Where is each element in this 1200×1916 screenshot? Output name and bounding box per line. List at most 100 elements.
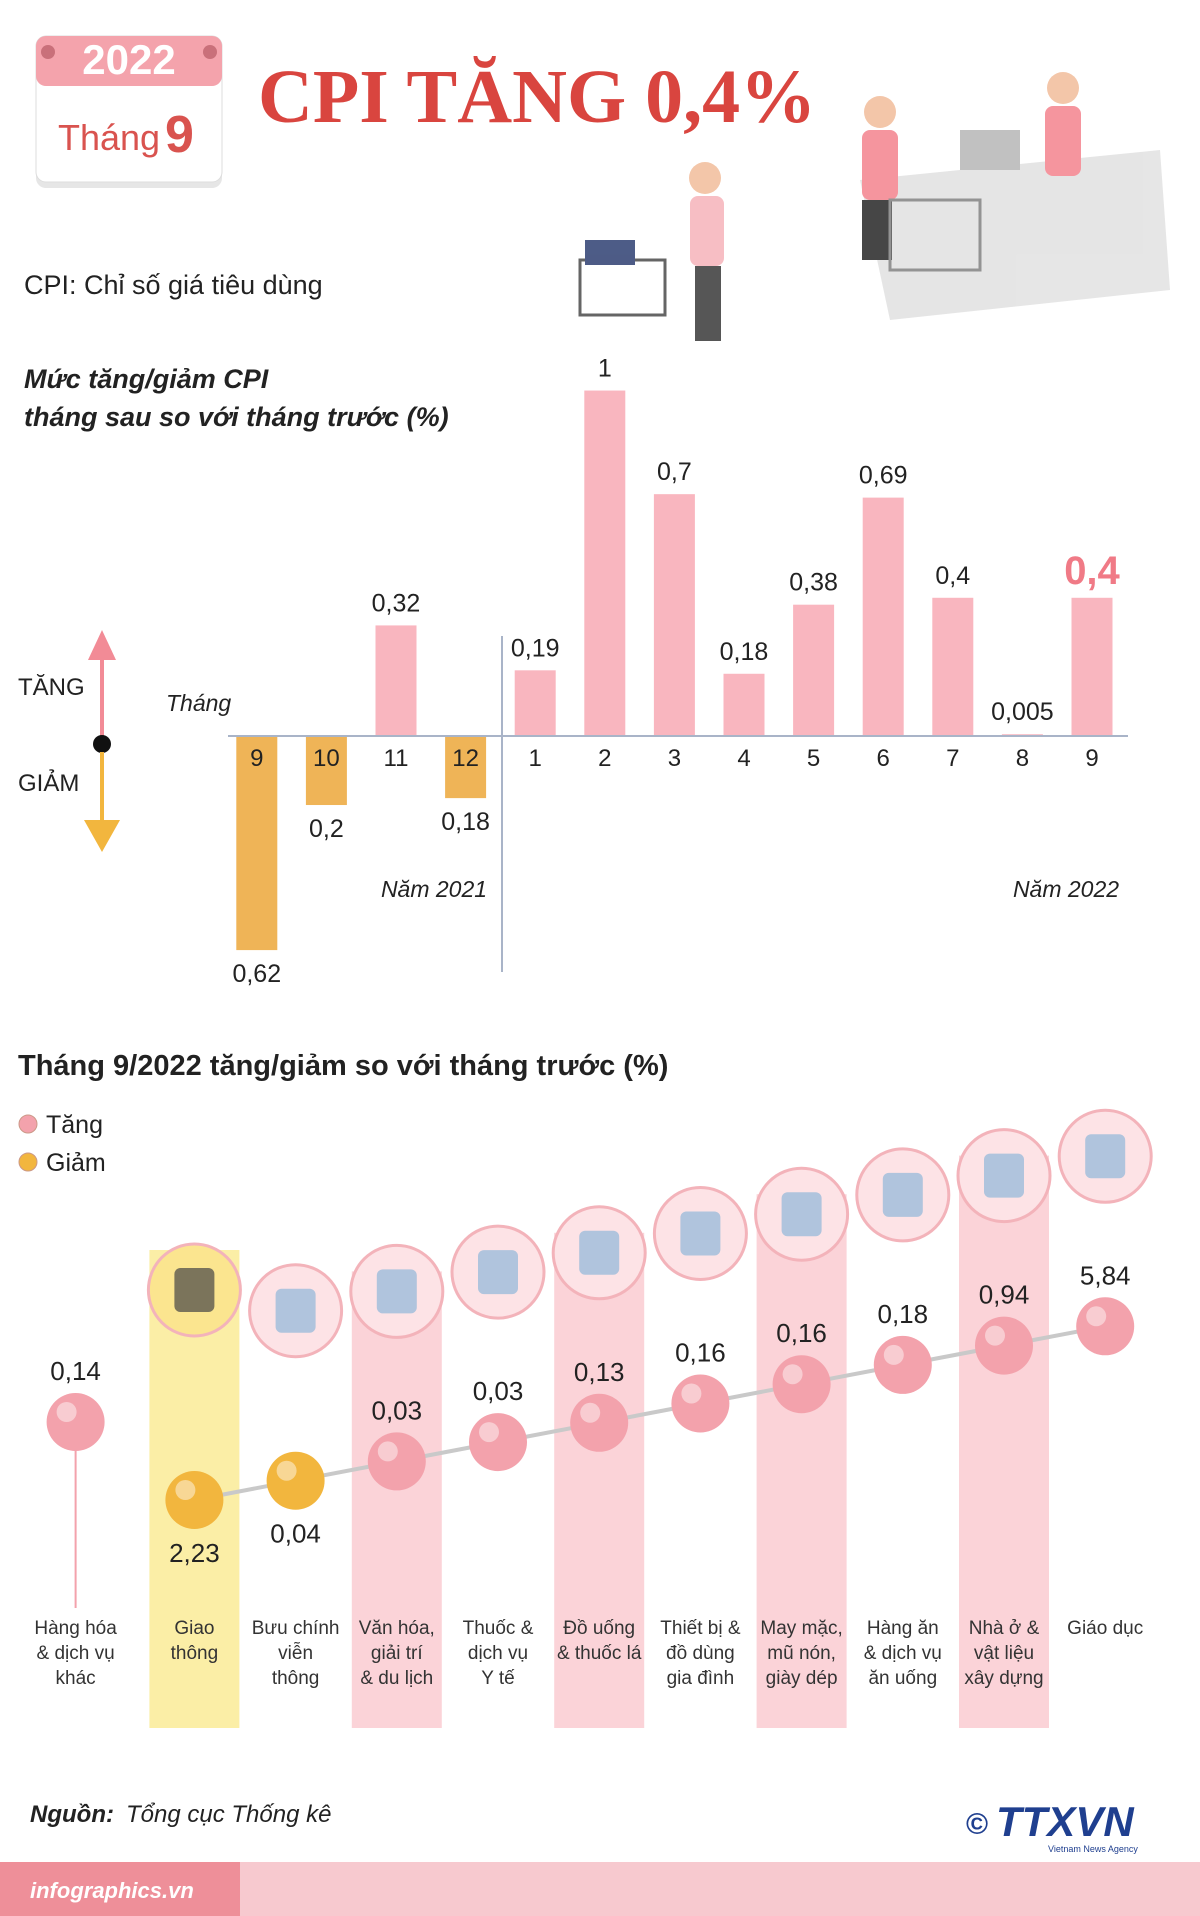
x-tick-label: 5 bbox=[807, 745, 820, 772]
category-label: ăn uống bbox=[868, 1668, 937, 1689]
category-label: Bưu chính bbox=[252, 1618, 340, 1639]
x-tick-label: 1 bbox=[529, 745, 542, 772]
chart-title: Tháng 9/2022 tăng/giảm so với tháng trướ… bbox=[18, 1050, 668, 1082]
category-label: thông bbox=[272, 1668, 320, 1689]
column-highlight bbox=[554, 1232, 645, 1728]
x-tick-label: 11 bbox=[384, 745, 409, 772]
dot bbox=[975, 1316, 1033, 1375]
category-label: đồ dùng bbox=[666, 1643, 735, 1664]
illustration bbox=[578, 72, 1170, 341]
bar bbox=[445, 735, 487, 799]
category-label: gia đình bbox=[667, 1668, 735, 1689]
bar bbox=[793, 604, 835, 736]
footer-band-dark bbox=[0, 1862, 240, 1916]
icon-glyph bbox=[882, 1172, 923, 1217]
legend-label: Giảm bbox=[46, 1149, 106, 1177]
icon-glyph bbox=[478, 1250, 518, 1295]
x-tick-label: 10 bbox=[313, 745, 340, 772]
icon-glyph bbox=[781, 1192, 822, 1237]
icon-glyph bbox=[680, 1211, 721, 1256]
group-label: Năm 2022 bbox=[1013, 876, 1119, 902]
category-label: giày dép bbox=[766, 1668, 838, 1689]
value-label: 0,32 bbox=[372, 589, 421, 617]
icon-glyph bbox=[376, 1269, 417, 1314]
x-tick-label: 7 bbox=[946, 745, 959, 772]
dot bbox=[46, 1393, 105, 1451]
dot bbox=[1076, 1297, 1135, 1356]
bar bbox=[305, 735, 347, 806]
x-tick-label: 6 bbox=[877, 745, 890, 772]
icon-glyph bbox=[1085, 1134, 1126, 1179]
legend-marker bbox=[18, 1152, 38, 1172]
icon-glyph bbox=[984, 1153, 1024, 1198]
ring bbox=[41, 45, 55, 59]
legend-label: Tăng bbox=[46, 1111, 103, 1139]
category-label: Đồ uống bbox=[563, 1618, 635, 1639]
subtitle: CPI: Chỉ số giá tiêu dùng bbox=[24, 270, 323, 300]
dot-shine bbox=[883, 1344, 904, 1365]
dot-shine bbox=[377, 1441, 398, 1462]
dot bbox=[772, 1355, 831, 1414]
value-label: 0,94 bbox=[979, 1280, 1030, 1310]
column-highlight bbox=[351, 1271, 442, 1728]
icon-glyph bbox=[174, 1268, 215, 1312]
y-axis-label: tháng sau so với tháng trước (%) bbox=[24, 402, 449, 432]
column-highlight bbox=[756, 1194, 847, 1728]
bar bbox=[514, 670, 556, 736]
dot bbox=[671, 1374, 730, 1433]
value-label: 0,19 bbox=[511, 634, 560, 662]
x-tick-label: 8 bbox=[1016, 745, 1029, 772]
value-label: 5,84 bbox=[1080, 1260, 1131, 1290]
group-label: Năm 2021 bbox=[381, 876, 487, 902]
dot bbox=[570, 1393, 629, 1452]
value-label: 0,62 bbox=[232, 960, 281, 988]
ring bbox=[203, 45, 217, 59]
dot-shine bbox=[56, 1402, 77, 1422]
value-label: 0,14 bbox=[50, 1356, 101, 1386]
category-label: May mặc, bbox=[760, 1618, 842, 1639]
category-label: mũ nón, bbox=[767, 1643, 836, 1664]
source: Tổng cục Thống kê bbox=[126, 1801, 331, 1828]
bar bbox=[723, 673, 765, 736]
calendar-month-word: Tháng bbox=[58, 117, 160, 158]
value-label: 0,18 bbox=[441, 808, 490, 836]
dot bbox=[165, 1471, 224, 1529]
dot-shine bbox=[276, 1460, 297, 1481]
value-label: 0,16 bbox=[776, 1318, 827, 1348]
bar bbox=[653, 494, 695, 736]
category-label: & du lịch bbox=[360, 1668, 433, 1689]
calendar-top bbox=[36, 36, 222, 86]
category-label: xây dựng bbox=[964, 1668, 1043, 1689]
value-label: 0,005 bbox=[991, 698, 1054, 726]
category-label: & dịch vụ bbox=[864, 1643, 942, 1664]
value-label: 0,7 bbox=[657, 458, 692, 486]
dot-shine bbox=[985, 1325, 1005, 1346]
calendar-year: 2022 bbox=[82, 36, 175, 83]
agency-tagline: Vietnam News Agency bbox=[1048, 1844, 1138, 1854]
category-label: Thuốc & bbox=[463, 1618, 534, 1639]
dot-shine bbox=[175, 1480, 196, 1500]
up-arrow-head bbox=[88, 630, 116, 660]
x-tick-label: 9 bbox=[1085, 745, 1098, 772]
value-label: 0,69 bbox=[859, 462, 908, 490]
down-label: GIẢM bbox=[18, 768, 79, 797]
bar bbox=[932, 597, 974, 736]
column-highlight bbox=[959, 1155, 1049, 1728]
value-label: 1 bbox=[598, 355, 612, 383]
dot bbox=[873, 1335, 932, 1394]
category-label: giải trí bbox=[371, 1643, 423, 1664]
value-label: 0,18 bbox=[720, 638, 769, 666]
category-label: & dịch vụ bbox=[37, 1643, 115, 1664]
x-tick-label: 12 bbox=[452, 745, 479, 772]
value-label: 0,03 bbox=[473, 1376, 524, 1406]
value-label: 0,4 bbox=[935, 562, 970, 590]
value-label: 2,23 bbox=[169, 1538, 220, 1568]
value-label: 0,2 bbox=[309, 815, 344, 843]
category-label: Y tế bbox=[481, 1668, 515, 1689]
copyright: © bbox=[966, 1808, 988, 1841]
value-label: 0,38 bbox=[789, 569, 838, 597]
origin-dot bbox=[93, 735, 111, 753]
x-tick-label: 2 bbox=[598, 745, 611, 772]
icon-glyph bbox=[579, 1230, 620, 1275]
